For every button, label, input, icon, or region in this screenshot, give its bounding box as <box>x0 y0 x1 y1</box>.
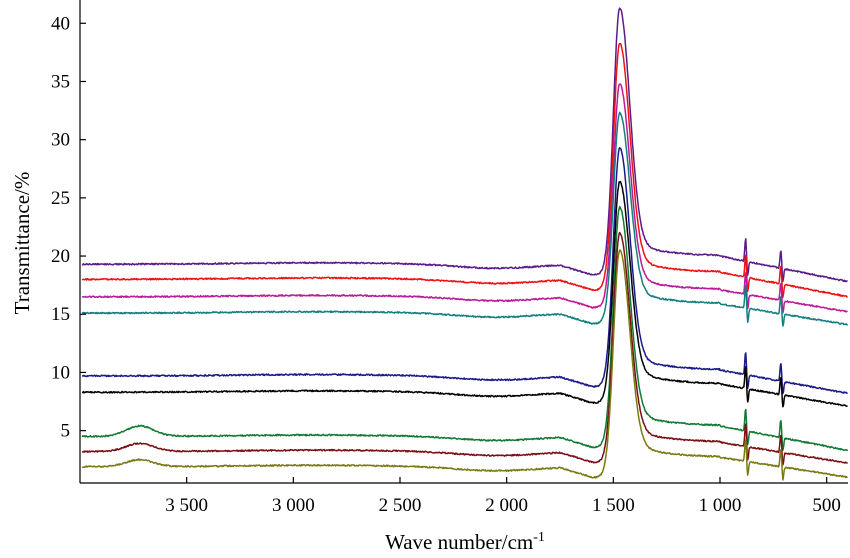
series-line-7 <box>81 205 849 452</box>
x-tick-label: 500 <box>812 495 841 516</box>
y-tick-label: 10 <box>51 362 70 383</box>
x-tick-label: 1 500 <box>592 495 635 516</box>
x-tick-label: 3 000 <box>272 495 315 516</box>
x-ticks: 3 500 3 000 2 500 2 000 1 500 1 000 500 <box>165 477 841 516</box>
y-tick-label: 20 <box>51 246 70 267</box>
y-tick-label: 5 <box>61 421 71 442</box>
y-tick-label: 40 <box>51 13 70 34</box>
axes-layer <box>79 0 848 484</box>
series-line-5 <box>81 146 848 395</box>
y-tick-label: 25 <box>51 188 70 209</box>
series-layer <box>81 7 849 481</box>
series-line-2 <box>81 42 848 299</box>
series-line-8 <box>81 231 849 466</box>
series-line-1 <box>81 7 848 283</box>
x-tick-label: 2 500 <box>379 495 422 516</box>
y-axis-title: Transmittance/% <box>10 172 34 315</box>
y-ticks: 5 10 15 20 25 30 35 40 <box>51 13 86 442</box>
x-tick-label: 1 000 <box>699 495 742 516</box>
y-tick-label: 30 <box>51 130 70 151</box>
y-tick-label: 15 <box>51 304 70 325</box>
x-axis-title: Wave number/cm-1 <box>385 530 545 554</box>
series-line-4 <box>81 111 849 327</box>
x-tick-label: 2 000 <box>485 495 528 516</box>
y-tick-label: 35 <box>51 71 70 92</box>
series-line-6 <box>81 180 848 408</box>
series-line-9 <box>81 249 848 481</box>
x-tick-label: 3 500 <box>165 495 208 516</box>
series-line-3 <box>81 83 848 314</box>
